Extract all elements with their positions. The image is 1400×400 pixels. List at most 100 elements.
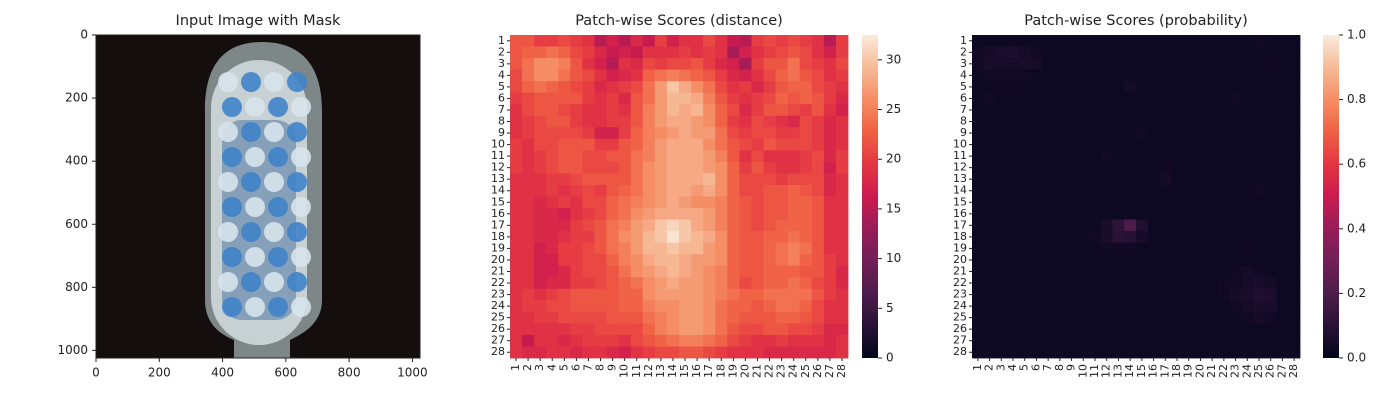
heatmap-cell (654, 334, 668, 347)
heatmap-cell (1171, 81, 1184, 94)
heatmap-cell (1065, 323, 1078, 336)
x-tick-label: 16 (1147, 364, 1160, 378)
heatmap-cell (1206, 231, 1219, 244)
heatmap-cell (1077, 150, 1090, 163)
heatmap-cell (1100, 334, 1113, 347)
heatmap-cell (1194, 184, 1207, 197)
heatmap-cell (1218, 92, 1231, 105)
heatmap-cell (606, 138, 620, 151)
heatmap-cell (1077, 127, 1090, 140)
heatmap-cell (1124, 346, 1137, 359)
heatmap-cell (763, 265, 776, 278)
heatmap-cell (1007, 254, 1020, 267)
bristle-tuft (291, 247, 311, 267)
heatmap-cell (775, 208, 789, 220)
heatmap-cell (1042, 277, 1055, 290)
heatmap-cell (1136, 265, 1149, 278)
heatmap-cell (1159, 184, 1172, 197)
heatmap-cell (1241, 231, 1254, 244)
heatmap-cell (1159, 288, 1172, 301)
heatmap-cell (972, 265, 985, 278)
heatmap-cell (1171, 300, 1184, 313)
heatmap-cell (1171, 219, 1184, 232)
heatmap-cell (594, 58, 607, 71)
heatmap-cell (1218, 104, 1231, 117)
heatmap-cell (823, 46, 837, 59)
heatmap-cell (654, 92, 668, 105)
heatmap-cell (751, 104, 764, 117)
heatmap-cell (522, 92, 535, 105)
bristle-tuft (291, 197, 311, 217)
heatmap-cell (703, 277, 716, 290)
heatmap-cell (1276, 346, 1289, 359)
heatmap-cell (606, 242, 620, 255)
heatmap-cell (1264, 58, 1277, 71)
heatmap-cell (570, 323, 583, 336)
heatmap-cell (606, 115, 620, 128)
colorbar-tick-label: 0.0 (1347, 351, 1366, 365)
heatmap-cell (546, 323, 559, 336)
heatmap-cell (642, 35, 656, 47)
heatmap-cell (630, 127, 644, 140)
heatmap-cell (1288, 150, 1301, 163)
heatmap-cell (582, 46, 595, 59)
heatmap-cell (1089, 254, 1102, 267)
heatmap-cell (1054, 231, 1067, 244)
heatmap-cell (1077, 208, 1090, 220)
heatmap-cell (1194, 104, 1207, 117)
heatmap-cell (666, 35, 680, 47)
heatmap-cell (972, 115, 985, 128)
heatmap-cell (1077, 300, 1090, 313)
heatmap-cell (1159, 46, 1172, 59)
heatmap-cell (811, 92, 825, 105)
heatmap-cell (1112, 219, 1125, 232)
y-tick-label: 6 (498, 91, 505, 104)
heatmap-cell (691, 265, 704, 278)
x-tick-label: 19 (726, 364, 739, 378)
heatmap-cell (1042, 104, 1055, 117)
heatmap-cell (811, 334, 825, 347)
heatmap-cell (679, 334, 692, 347)
heatmap-cell (1100, 150, 1113, 163)
heatmap-cell (534, 219, 547, 232)
heatmap-cell (1112, 288, 1125, 301)
heatmap-cell (1206, 127, 1219, 140)
heatmap-cell (510, 92, 523, 105)
heatmap-cell (811, 254, 825, 267)
heatmap-cell (1054, 46, 1067, 59)
heatmap-cell (1007, 46, 1020, 59)
colorbar-tick-label: 1.0 (1347, 28, 1366, 42)
heatmap-cell (546, 127, 559, 140)
bristle-tuft (218, 72, 238, 92)
heatmap-cell (835, 242, 849, 255)
heatmap-cell (1030, 311, 1043, 324)
heatmap-cell (799, 277, 813, 290)
heatmap-cell (606, 219, 620, 232)
heatmap-cell (703, 323, 716, 336)
heatmap-cell (1065, 219, 1078, 232)
heatmap-cell (1264, 92, 1277, 105)
bristle-tuft (222, 297, 242, 317)
heatmap-cell (1229, 184, 1242, 197)
heatmap-cell (570, 254, 583, 267)
heatmap-cell (1065, 46, 1078, 59)
bristle-tuft (264, 122, 284, 142)
heatmap-cell (799, 254, 813, 267)
y-tick-label: 600 (65, 217, 88, 231)
heatmap-cell (666, 46, 680, 59)
heatmap-cell (558, 231, 571, 244)
heatmap-cell (972, 35, 985, 47)
heatmap-cell (1042, 300, 1055, 313)
heatmap-cell (775, 184, 789, 197)
heatmap-cell (642, 46, 656, 59)
heatmap-cell (751, 184, 764, 197)
heatmap-cell (703, 265, 716, 278)
heatmap-cell (1065, 150, 1078, 163)
heatmap-cell (1182, 311, 1195, 324)
heatmap-cell (811, 150, 825, 163)
heatmap-cell (1264, 196, 1277, 209)
heatmap-cell (983, 231, 996, 244)
heatmap-cell (546, 277, 559, 290)
heatmap-cell (1288, 219, 1301, 232)
heatmap-cell (703, 208, 716, 220)
